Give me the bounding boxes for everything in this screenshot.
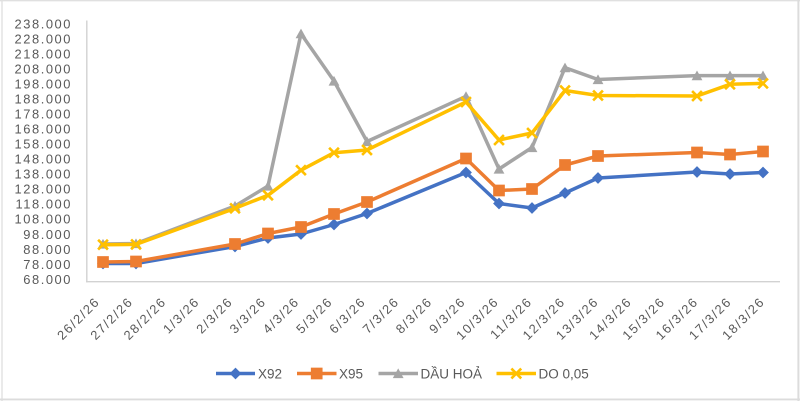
svg-text:128.000: 128.000: [15, 182, 72, 197]
svg-text:98.000: 98.000: [23, 227, 72, 242]
svg-text:118.000: 118.000: [16, 197, 73, 212]
svg-text:78.000: 78.000: [23, 257, 72, 272]
svg-text:198.000: 198.000: [15, 76, 72, 91]
svg-text:X92: X92: [258, 366, 282, 381]
svg-text:228.000: 228.000: [15, 31, 72, 46]
svg-text:168.000: 168.000: [15, 122, 72, 137]
svg-text:158.000: 158.000: [15, 137, 72, 152]
svg-text:DO 0,05: DO 0,05: [539, 366, 589, 381]
svg-text:138.000: 138.000: [15, 167, 72, 182]
svg-text:208.000: 208.000: [15, 61, 72, 76]
svg-text:108.000: 108.000: [15, 212, 72, 227]
svg-text:148.000: 148.000: [15, 152, 72, 167]
svg-text:238.000: 238.000: [15, 16, 72, 31]
svg-text:188.000: 188.000: [15, 92, 72, 107]
svg-text:68.000: 68.000: [23, 272, 72, 287]
svg-text:DẦU HOẢ: DẦU HOẢ: [421, 366, 483, 381]
svg-text:178.000: 178.000: [15, 107, 72, 122]
svg-text:88.000: 88.000: [23, 242, 72, 257]
svg-text:X95: X95: [339, 366, 363, 381]
svg-text:218.000: 218.000: [15, 46, 72, 61]
